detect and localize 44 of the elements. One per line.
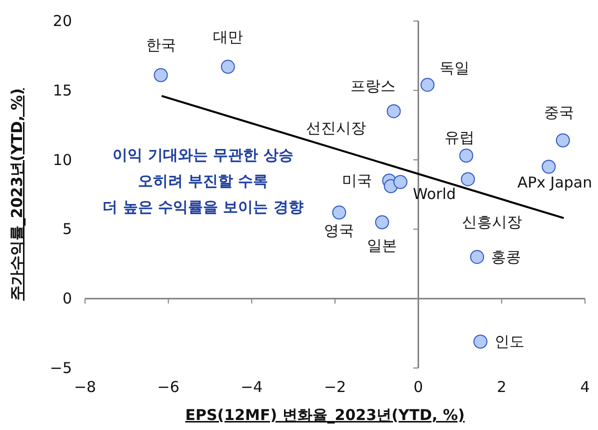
annotation: 이익 기대와는 무관한 상승 오히려 부진할 수록 더 높은 수익률을 보이는 경향 [102, 146, 304, 216]
point [393, 175, 408, 190]
point [154, 68, 168, 82]
point [459, 148, 474, 163]
annotation: 중국 [544, 103, 574, 122]
annotation: 프랑스 [350, 77, 396, 96]
x-tick-label: −4 [240, 378, 263, 396]
y-axis-title: 주가수익률_2023년(YTD, %) [8, 88, 26, 301]
point [220, 60, 235, 74]
point [420, 78, 434, 92]
annotation: 미국 [342, 172, 372, 190]
annotation: 선진시장 [306, 119, 366, 137]
y-tick-label: 15 [52, 81, 72, 100]
point [473, 334, 488, 349]
annotation: APx Japan [517, 174, 592, 192]
annotation: 대만 [212, 28, 243, 46]
y-tick-label: 20 [52, 12, 72, 30]
point [556, 133, 570, 148]
annotation: 유럽 [444, 128, 474, 147]
y-tick-label: 5 [62, 220, 72, 238]
x-tick-label: 2 [496, 378, 506, 396]
annotation: 독일 [440, 58, 470, 77]
point [470, 250, 484, 264]
y-tick-label: 0 [62, 290, 72, 308]
point [542, 160, 556, 174]
annotation: 영국 [324, 222, 354, 240]
point [375, 215, 390, 230]
y-tick-label: −5 [50, 359, 72, 377]
x-tick-label: 0 [414, 378, 424, 396]
x-tick-label: 4 [580, 378, 590, 396]
x-tick-label: −6 [157, 378, 180, 396]
point [460, 172, 475, 186]
point [386, 104, 401, 118]
annotation: 신흥시장 [462, 213, 522, 232]
annotation: World [412, 185, 456, 204]
point [332, 206, 346, 220]
x-axis-title: EPS(12MF) 변화율_2023년(YTD, %) [185, 406, 465, 424]
annotation: 홍콩 [491, 248, 522, 266]
annotation: 일본 [367, 236, 398, 254]
annotation: 인도 [494, 332, 524, 351]
annotation: 한국 [146, 36, 176, 54]
x-tick-label: −8 [74, 378, 96, 396]
y-tick-label: 10 [52, 150, 72, 169]
x-tick-label: −2 [324, 378, 346, 396]
